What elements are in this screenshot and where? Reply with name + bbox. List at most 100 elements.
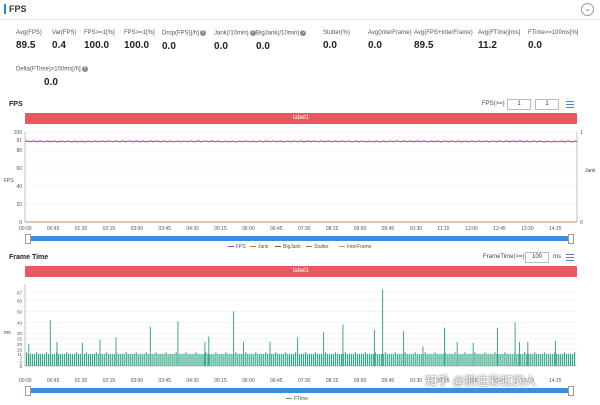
ftime-bar — [271, 354, 273, 366]
frametime-scrollbar-handle-left[interactable] — [25, 386, 31, 396]
legend-item[interactable]: FPS — [228, 244, 246, 250]
ftime-spike-bar — [422, 346, 424, 366]
ftime-bar — [191, 354, 193, 366]
ft-x-tick: 12:00 — [465, 378, 478, 384]
fps-chart-menu-icon[interactable] — [566, 101, 574, 108]
help-icon[interactable]: ? — [200, 30, 207, 36]
ftime-bar — [73, 354, 75, 366]
ft-x-tick: 10:30 — [409, 378, 423, 384]
ftime-bar — [476, 354, 478, 366]
ftime-bar — [205, 352, 207, 366]
ftime-bar — [277, 354, 279, 366]
ft-x-tick: 08:15 — [325, 378, 339, 384]
fps-threshold-input-2[interactable]: 1 — [535, 99, 559, 110]
ftime-bar — [291, 354, 293, 366]
ftime-bar — [316, 354, 319, 366]
legend-label: Jank — [258, 244, 269, 250]
collapse-button[interactable]: ⌄ — [581, 3, 594, 16]
metric-label: BigJank(/10min)? — [256, 30, 307, 37]
ftime-bar — [538, 354, 540, 366]
metric-label: FPS>=1[%] — [124, 30, 155, 36]
ftime-bar — [332, 354, 335, 366]
ftime-spike-bar — [243, 341, 244, 366]
fps-x-tick: 00:45 — [46, 226, 60, 232]
ftime-bar — [61, 354, 64, 366]
ftime-bar — [428, 354, 430, 366]
ftime-spike-bar — [269, 341, 271, 366]
fps-threshold-input-1[interactable]: 1 — [507, 99, 531, 110]
fps-y-tick: 80 — [16, 148, 22, 154]
ftime-bar — [560, 354, 562, 366]
ft-x-tick: 00:45 — [46, 378, 60, 384]
ftime-bar — [305, 352, 307, 366]
ftime-bar — [139, 354, 141, 366]
frametime-threshold-input[interactable]: 100 — [525, 252, 549, 263]
fps-scrollbar-handle-left[interactable] — [25, 234, 31, 244]
ftime-bar — [165, 352, 167, 366]
ftime-bar — [47, 354, 50, 366]
frametime-scrollbar-handle-right[interactable] — [568, 386, 574, 396]
metric-value: 0.0 — [323, 40, 337, 51]
ftime-bar — [169, 354, 171, 366]
legend-item[interactable]: InterFrame — [339, 244, 371, 250]
legend-item[interactable]: Stutter — [306, 244, 329, 250]
ftime-bar — [410, 354, 412, 366]
fps-x-tick: 01:30 — [74, 226, 88, 232]
ftime-bar — [287, 354, 289, 366]
ftime-bar — [36, 352, 38, 366]
legend-item[interactable]: FTime — [286, 396, 308, 402]
ft-y-tick: 50 — [17, 309, 23, 314]
help-icon[interactable]: ? — [249, 30, 256, 36]
ftime-bar — [462, 354, 464, 366]
ftime-bar — [261, 354, 263, 366]
legend-item[interactable]: Jank — [250, 244, 269, 250]
fps-scrollbar-handle-right[interactable] — [568, 234, 574, 244]
ftime-bar — [320, 354, 323, 366]
ftime-bar — [253, 354, 255, 366]
ftime-spike-bar — [99, 339, 101, 366]
metric-label: Avg(FPS+InterFrame) — [414, 30, 473, 36]
ftime-bar — [434, 352, 436, 366]
ftime-bar — [464, 352, 466, 366]
ftime-bar — [313, 354, 315, 366]
ftime-spike-bar — [519, 341, 520, 366]
ftime-bar — [219, 354, 221, 366]
ftime-bar — [356, 354, 358, 366]
ftime-bar — [404, 352, 406, 366]
ftime-bar — [436, 354, 438, 366]
legend-item[interactable]: BigJank — [275, 244, 301, 250]
ft-y-tick: 60 — [17, 298, 23, 303]
ftime-spike-bar — [177, 321, 179, 366]
ftime-bar — [65, 352, 68, 366]
ftime-bar — [554, 352, 556, 366]
frametime-scrollbar-range[interactable] — [27, 388, 572, 393]
ftime-spike-bar — [297, 337, 299, 366]
fps-scrollbar-range[interactable] — [27, 236, 572, 241]
metric-label: FTime>=100ms[%] — [528, 30, 578, 36]
ftime-bar — [522, 354, 524, 366]
ftime-bar — [103, 354, 105, 366]
ftime-spike-bar — [233, 311, 235, 366]
fps-scrollbar-track[interactable] — [25, 234, 574, 244]
ftime-bar — [91, 354, 93, 366]
fps-x-tick: 13:30 — [521, 226, 534, 232]
help-icon[interactable]: ? — [81, 66, 88, 72]
ftime-bar — [518, 354, 520, 366]
ftime-bar — [504, 352, 506, 366]
ftime-bar — [370, 354, 372, 366]
frametime-scrollbar-track[interactable] — [25, 386, 574, 396]
fps-y-tick: 0 — [19, 220, 22, 226]
help-icon[interactable]: ? — [300, 30, 307, 36]
ftime-bar — [394, 352, 396, 366]
ftime-bar — [328, 354, 331, 366]
ftime-bar — [51, 354, 54, 366]
ftime-bar — [412, 354, 414, 366]
ftime-bar — [199, 354, 201, 366]
ft-x-tick: 12:45 — [493, 378, 506, 384]
legend-swatch-icon — [228, 246, 234, 248]
frametime-chart-menu-icon[interactable] — [566, 254, 574, 261]
ftime-bar — [221, 354, 223, 366]
ft-x-tick: 02:15 — [102, 378, 116, 384]
ftime-bar — [418, 354, 420, 366]
fps-x-tick: 08:15 — [325, 226, 339, 232]
